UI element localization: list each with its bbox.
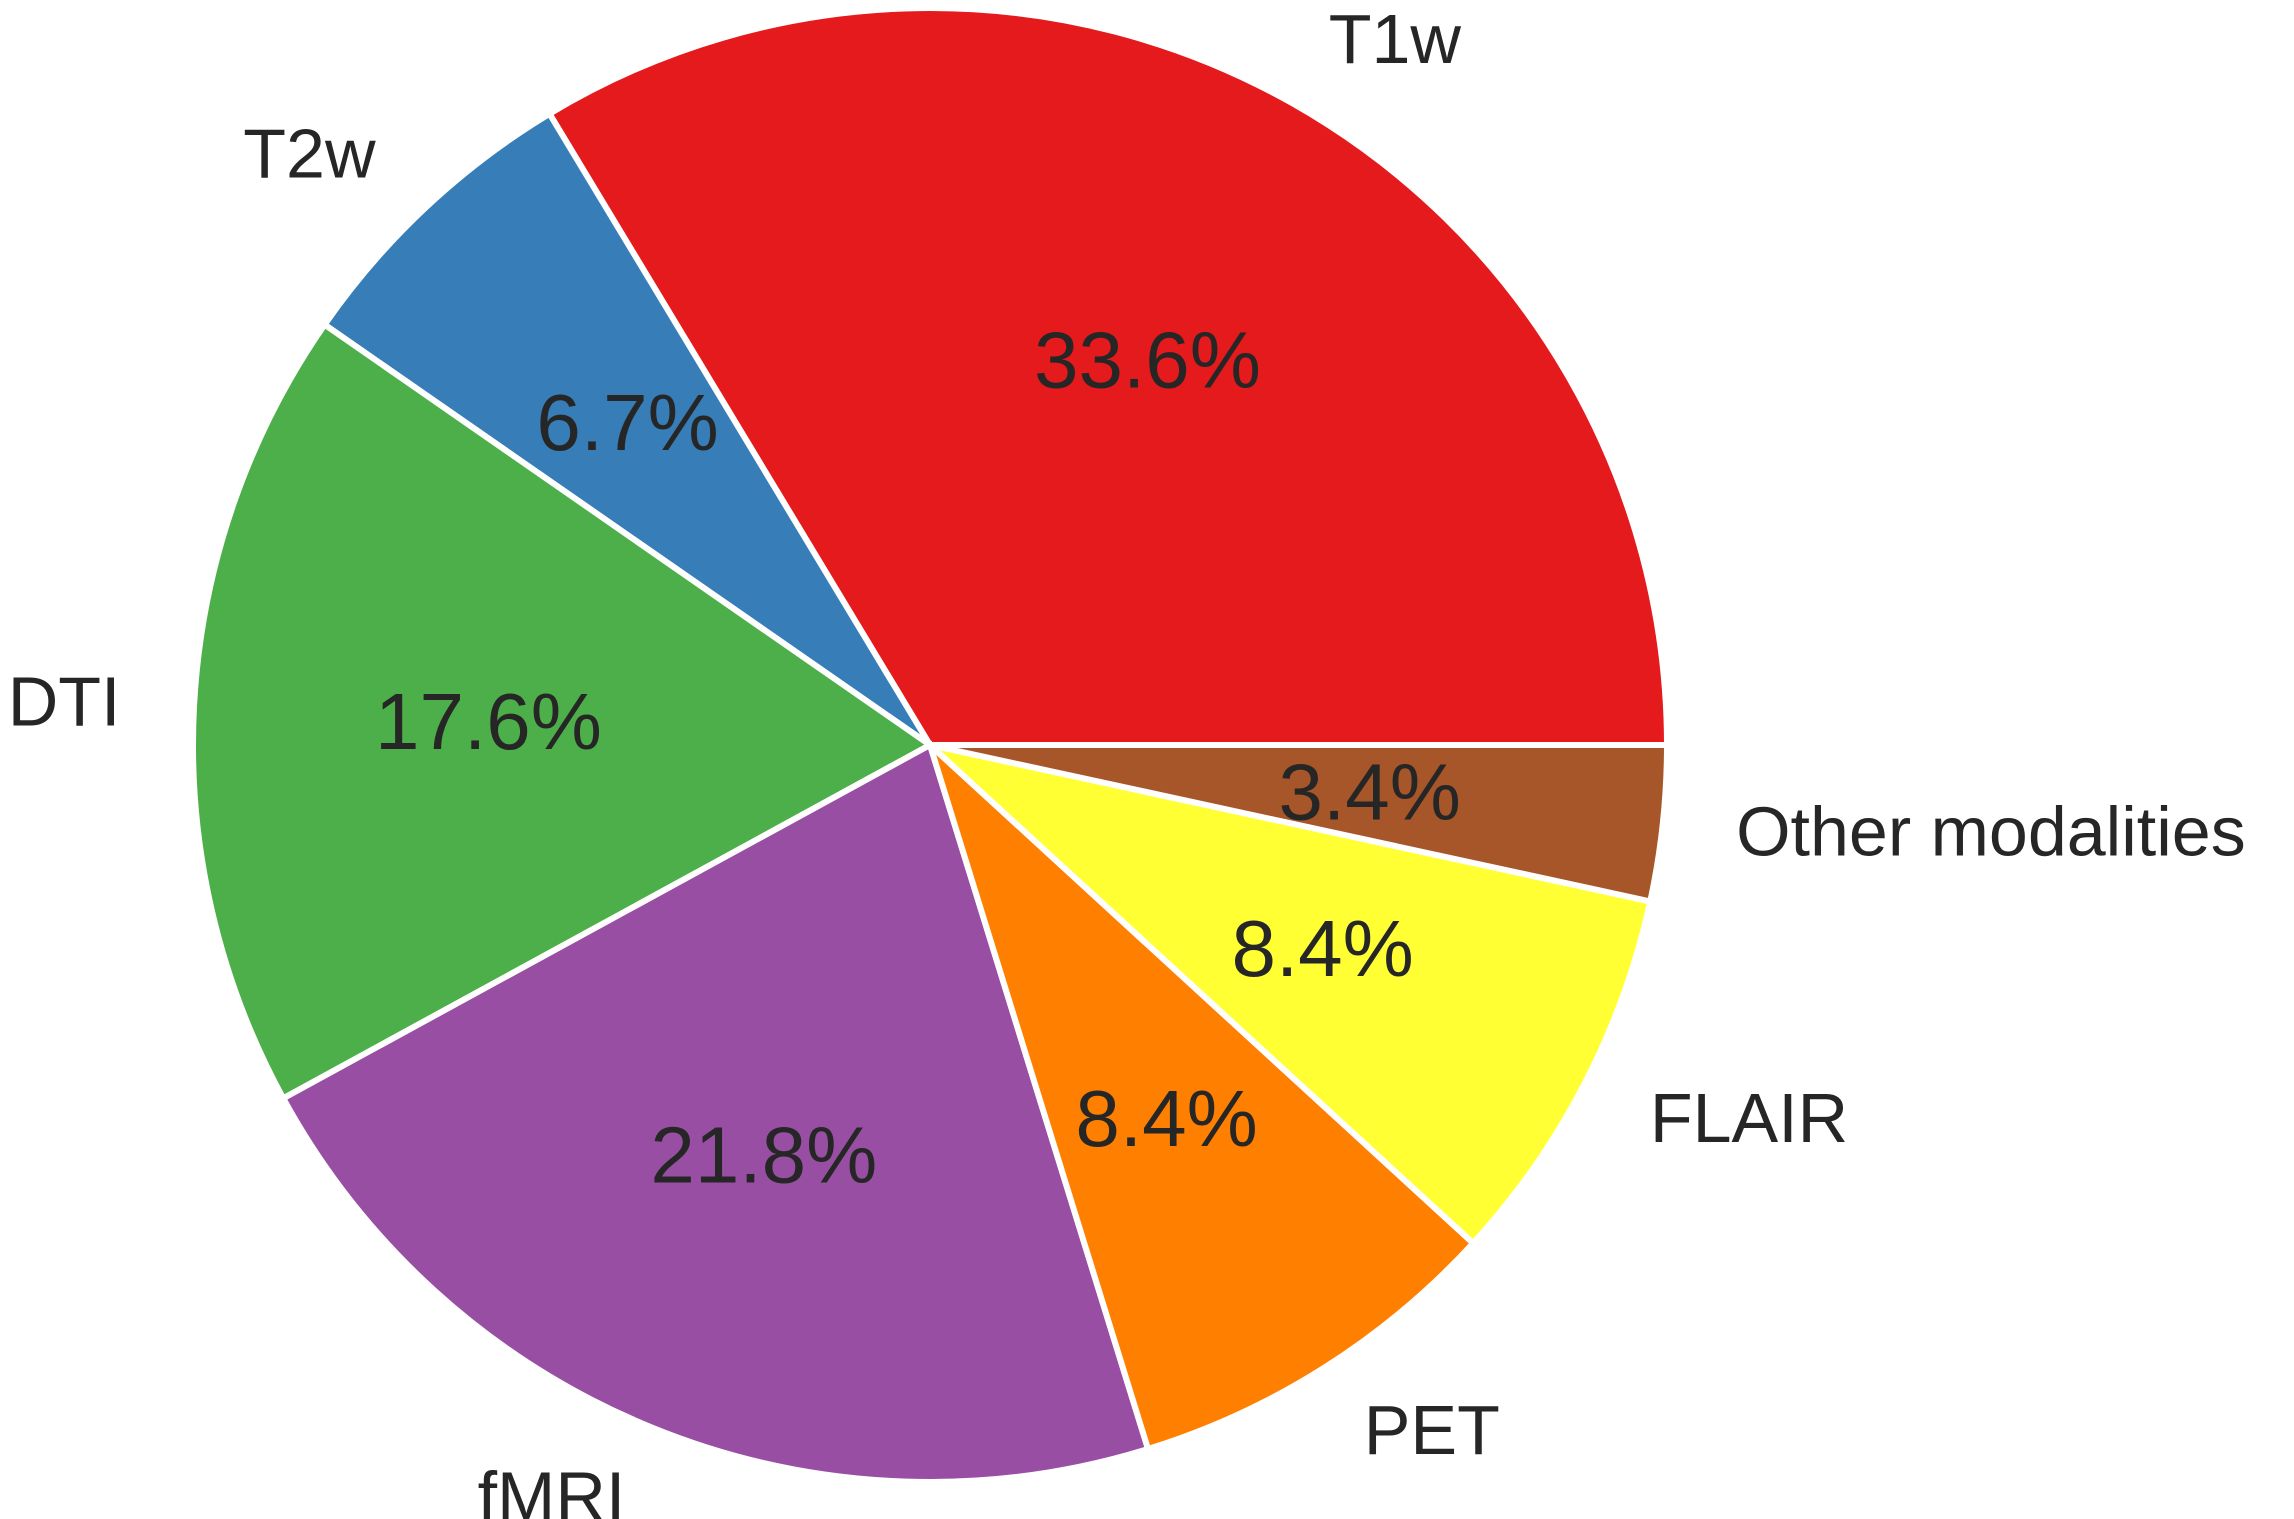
pct-label-other-modalities: 3.4% [1279,748,1461,837]
category-label-t2w: T2w [243,115,376,193]
pie-slice-other-modalities [929,742,1671,905]
pie-slice-t1w [545,5,1671,748]
pct-label-dti: 17.6% [375,677,602,766]
category-label-t1w: T1w [1329,0,1462,78]
pct-label-flair: 8.4% [1231,904,1413,993]
pie-slices [190,5,1671,1485]
percentage-labels: 33.6% 6.7% 17.6% 21.8% 8.4% 8.4% 3.4% [375,315,1461,1199]
pct-label-t2w: 6.7% [536,378,718,467]
pie-slice-fmri [279,740,1152,1485]
category-label-fmri: fMRI [478,1457,626,1519]
pct-label-fmri: 21.8% [650,1110,877,1199]
category-label-flair: FLAIR [1650,1079,1848,1157]
pie-slice-t2w [320,109,933,748]
pct-label-t1w: 33.6% [1034,315,1261,404]
pie-slice-dti [190,320,936,1103]
pct-label-pet: 8.4% [1075,1074,1257,1163]
category-label-pet: PET [1364,1391,1500,1469]
pie-slice-flair [919,739,1654,1248]
category-label-dti: DTI [8,663,121,741]
pie-slice-pet [923,735,1478,1453]
category-labels: T1w T2w DTI fMRI PET FLAIR Other modalities [8,0,2246,1519]
category-label-other-modalities: Other modalities [1736,793,2246,871]
